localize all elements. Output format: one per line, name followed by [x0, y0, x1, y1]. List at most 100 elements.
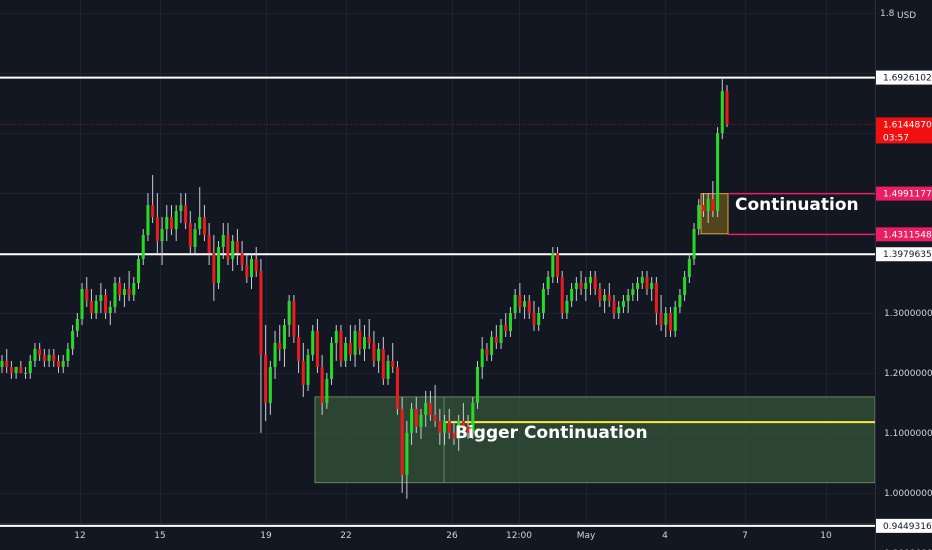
- candle-body: [621, 300, 625, 307]
- candle-body: [537, 312, 541, 325]
- candle-body: [264, 354, 268, 403]
- candle-body: [716, 133, 720, 212]
- price-tag-tagged-text: 1.43115481: [883, 230, 932, 240]
- candle-body: [353, 330, 357, 355]
- candle-body: [683, 277, 687, 295]
- candle-body: [249, 259, 254, 277]
- candle-body: [367, 336, 371, 343]
- candle-body: [471, 402, 475, 433]
- candle-body: [395, 366, 399, 409]
- candle-body: [132, 282, 136, 295]
- candle-body: [273, 342, 277, 367]
- time-tick-label: 22: [340, 531, 351, 541]
- candle-body: [692, 229, 696, 260]
- candle-body: [650, 282, 654, 289]
- candle-body: [433, 414, 437, 421]
- candle-body: [419, 414, 423, 427]
- candle-body: [452, 432, 456, 439]
- candle-body: [659, 312, 663, 325]
- candle-body: [405, 432, 409, 475]
- candle-body: [94, 300, 98, 313]
- candle-body: [334, 330, 338, 343]
- price-tick-label: 1.10000000: [884, 429, 932, 439]
- candle-body: [593, 277, 597, 289]
- time-tick-label: 12: [74, 531, 85, 541]
- candle-body: [701, 205, 705, 212]
- candle-body: [141, 235, 145, 260]
- candle-body: [165, 217, 169, 230]
- candle-body: [381, 348, 385, 379]
- candle-body: [174, 211, 178, 230]
- candle-body: [485, 348, 489, 355]
- candles: [0, 79, 729, 499]
- price-tag-current: [876, 117, 932, 144]
- candle-body: [198, 217, 202, 230]
- time-tick-label: 15: [154, 531, 165, 541]
- candle-body: [574, 282, 578, 289]
- candle-body: [386, 360, 390, 379]
- time-tick-label: May: [577, 531, 596, 541]
- time-tick-label: 26: [446, 531, 458, 541]
- price-tag-level-text: 1.39796354: [883, 250, 932, 260]
- candle-body: [38, 348, 42, 355]
- candle-body: [720, 91, 724, 134]
- candle-body: [292, 300, 296, 337]
- candle-body: [527, 300, 531, 313]
- candle-body: [494, 336, 498, 343]
- candle-body: [551, 253, 555, 277]
- candle-body: [47, 354, 51, 361]
- candle-body: [0, 360, 4, 367]
- time-tick-label: 10: [820, 531, 832, 541]
- candle-body: [673, 306, 677, 331]
- price-tag-tagged-text: 1.49911778: [883, 190, 932, 200]
- price-tick-label: 1.30000000: [884, 309, 932, 319]
- candle-body: [475, 366, 480, 403]
- price-tag-current-countdown: 03:57: [883, 133, 909, 143]
- candle-body: [245, 265, 249, 277]
- price-tag-level-text: 1.69261028: [883, 74, 932, 84]
- candle-body: [207, 235, 211, 254]
- candle-body: [438, 420, 442, 433]
- candle-body: [447, 420, 451, 433]
- candle-body: [268, 366, 272, 403]
- candle-body: [612, 300, 616, 313]
- candle-body: [428, 402, 432, 415]
- price-tag-tagged: [876, 227, 932, 242]
- candle-body: [400, 408, 404, 475]
- candle-body: [513, 294, 517, 313]
- candle-body: [179, 205, 183, 212]
- candle-body: [122, 288, 126, 295]
- candle-body: [231, 241, 235, 260]
- candle-body: [61, 360, 65, 367]
- candle-body: [480, 348, 484, 367]
- candle-body: [443, 420, 447, 433]
- candle-body: [66, 348, 70, 361]
- candle-body: [664, 312, 668, 325]
- candle-body: [330, 342, 334, 379]
- candle-body: [579, 282, 583, 289]
- candle-body: [306, 354, 310, 385]
- candle-body: [678, 294, 682, 307]
- candle-body: [221, 235, 225, 248]
- candle-body: [636, 282, 640, 289]
- candle-body: [424, 402, 428, 415]
- price-tag-level: [876, 247, 932, 262]
- price-tick-label: 0.90000000: [884, 549, 932, 550]
- candle-body: [42, 354, 46, 361]
- candle-body: [254, 259, 258, 272]
- candle-body: [75, 318, 79, 331]
- candle-body: [607, 294, 611, 301]
- candle-body: [687, 259, 691, 277]
- candle-body: [301, 360, 305, 385]
- candle-body: [188, 223, 192, 248]
- candle-body: [584, 282, 588, 289]
- price-axis[interactable]: 1.00000000 1.10000000 1.20000000 1.30000000…: [880, 9, 932, 550]
- time-axis[interactable]: 12 15 19 22 26 12:00 May 4 7 10: [74, 531, 832, 541]
- candle-body: [546, 277, 550, 289]
- horizontal-levels[interactable]: [0, 76, 875, 527]
- candle-body: [202, 217, 206, 236]
- candle-body: [560, 277, 564, 313]
- candle-body: [151, 205, 155, 218]
- candle-body: [217, 247, 221, 283]
